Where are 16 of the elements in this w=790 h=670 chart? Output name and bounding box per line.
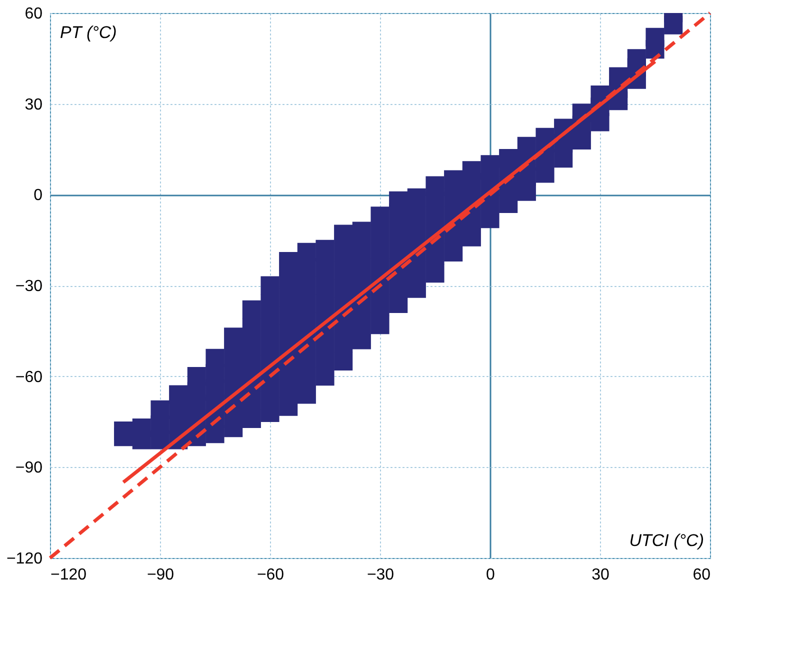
y-tick-label: 0 [34, 187, 43, 204]
y-tick-label: −60 [15, 368, 43, 386]
x-tick-label: −90 [146, 566, 174, 584]
x-tick-label: 0 [486, 566, 496, 584]
y-tick-label: −120 [6, 550, 43, 568]
y-tick-label: 60 [24, 6, 43, 22]
y-tick-label: −90 [15, 460, 43, 477]
x-tick-label: −60 [256, 566, 284, 584]
x-tick-label: 30 [592, 566, 610, 584]
y-tick-label: −30 [15, 278, 43, 295]
x-tick-label: −30 [366, 566, 394, 584]
y-axis-title: PT (°C) [60, 23, 117, 42]
x-tick-label: −120 [50, 566, 87, 584]
x-tick-label: 60 [692, 566, 711, 584]
x-axis-title: UTCI (°C) [629, 531, 704, 550]
y-tick-label: 30 [24, 96, 43, 114]
